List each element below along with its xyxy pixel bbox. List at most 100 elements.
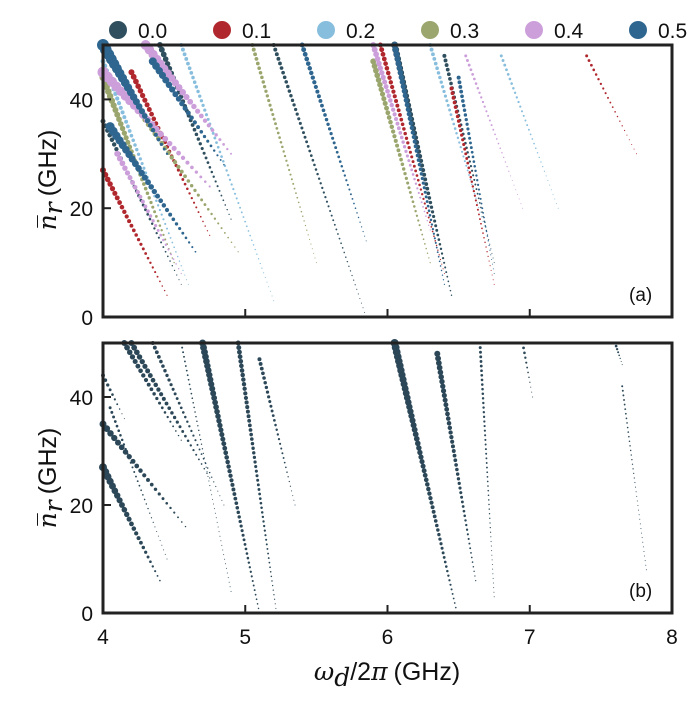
point-a-s2-b3-2 xyxy=(503,63,507,67)
point-b-s0-b1-16 xyxy=(161,497,165,501)
point-a-s3-b3-24 xyxy=(403,172,407,176)
point-b-s0-b7-19 xyxy=(218,427,224,433)
point-a-s5-b1-26 xyxy=(191,246,194,249)
point-b-s0-b6-19 xyxy=(142,494,144,496)
point-a-s5-b3-32 xyxy=(349,193,352,196)
point-b-s0-b11-20 xyxy=(412,431,419,438)
point-a-s4-b2-5 xyxy=(127,175,133,181)
point-a-s2-b1-55 xyxy=(273,300,275,302)
point-a-s0-b4-21 xyxy=(466,151,469,154)
point-b-s0-b8-15 xyxy=(245,409,250,414)
point-b-s0-b16-28 xyxy=(638,514,640,516)
point-a-s1-b2-20 xyxy=(404,136,409,140)
point-a-s0-b1-3 xyxy=(162,56,169,62)
point-a-s1-b0-3 xyxy=(107,181,113,187)
point-a-s2-b1-5 xyxy=(187,66,192,71)
point-a-s4-b1-20 xyxy=(218,138,222,142)
point-a-s5-b1-16 xyxy=(158,198,164,204)
point-b-s0-b12-43 xyxy=(470,551,472,554)
svg-text:n̅r(GHz): n̅r(GHz) xyxy=(33,428,68,529)
point-a-s3-b2-11 xyxy=(265,94,269,98)
point-a-s3-b0-24 xyxy=(143,186,148,191)
point-a-s3-b1-10 xyxy=(169,155,174,160)
point-a-s1-b1-7 xyxy=(144,102,150,108)
ytick-label-a-0: 0 xyxy=(81,307,93,330)
point-b-s0-b11-27 xyxy=(420,463,426,469)
point-b-s0-b7-43 xyxy=(242,538,246,542)
point-a-s5-b3-10 xyxy=(315,89,320,94)
point-a-s3-b2-32 xyxy=(295,192,297,195)
point-a-s2-b1-38 xyxy=(244,220,247,223)
point-b-s0-b16-32 xyxy=(641,532,643,534)
point-a-s2-b0-41 xyxy=(175,251,177,253)
point-a-s1-b1-32 xyxy=(202,220,204,223)
point-a-s2-b3-16 xyxy=(527,128,530,131)
point-a-s2-b1-29 xyxy=(228,178,232,181)
point-b-s0-b11-37 xyxy=(431,509,436,514)
point-b-s0-b8-12 xyxy=(243,395,249,401)
point-a-s0-b3-42 xyxy=(437,238,441,241)
point-a-s3-b2-18 xyxy=(275,126,279,130)
point-b-s0-b13-9 xyxy=(480,383,484,386)
point-b-s0-b11-24 xyxy=(417,449,423,456)
panel-a-ylabel-subscript: r xyxy=(39,200,68,214)
point-a-s1-b2-30 xyxy=(418,183,421,187)
point-b-s0-b9-8 xyxy=(267,395,271,399)
point-b-s0-b12-37 xyxy=(465,523,468,527)
point-a-s0-b4-42 xyxy=(490,248,492,250)
point-a-s2-b1-46 xyxy=(257,258,260,260)
point-b-s0-b1-11 xyxy=(142,473,147,478)
point-a-s2-b1-4 xyxy=(186,61,190,66)
point-b-s0-b14-6 xyxy=(527,371,529,374)
point-b-s0-b4-18 xyxy=(172,425,175,428)
point-a-s3-b1-23 xyxy=(213,217,217,220)
point-a-s0-b3-31 xyxy=(425,186,430,191)
point-b-s0-b10-43 xyxy=(220,540,222,542)
point-a-s3-b2-38 xyxy=(303,220,305,222)
point-b-s0-b2-22 xyxy=(189,444,192,447)
point-a-s3-b3-41 xyxy=(426,252,429,254)
point-a-s4-b1-9 xyxy=(175,84,183,91)
point-a-s2-b2-5 xyxy=(435,66,439,71)
point-a-s5-b4-4 xyxy=(395,60,402,67)
point-a-s2-b3-22 xyxy=(538,156,540,159)
point-a-s0-b2-50 xyxy=(351,274,353,277)
point-b-s0-b7-44 xyxy=(243,542,247,546)
point-a-s3-b3-4 xyxy=(375,77,382,83)
point-b-s0-b0-15 xyxy=(136,536,141,541)
point-b-s0-b12-47 xyxy=(473,570,475,573)
point-a-s5-b2-14 xyxy=(196,125,201,130)
svg-text:n̅r(GHz): n̅r(GHz) xyxy=(33,130,68,231)
point-a-s5-b2-18 xyxy=(209,144,213,148)
point-a-s1-b1-9 xyxy=(149,111,154,117)
point-a-s2-b3-4 xyxy=(506,72,510,76)
point-a-s2-b2-37 xyxy=(480,216,483,218)
point-a-s4-b3-9 xyxy=(383,84,389,90)
point-b-s0-b8-5 xyxy=(239,363,244,369)
point-b-s0-b12-13 xyxy=(445,411,450,417)
point-a-s5-b4-10 xyxy=(401,88,407,94)
point-b-s0-b9-11 xyxy=(270,409,274,413)
point-a-s1-b3-1 xyxy=(450,91,455,96)
point-a-s3-b1-30 xyxy=(237,251,239,253)
point-b-s0-b16-9 xyxy=(626,426,629,429)
point-a-s2-b0-19 xyxy=(135,147,139,152)
point-a-s5-b5-28 xyxy=(481,207,484,210)
point-b-s0-b4-2 xyxy=(126,349,133,356)
point-a-s1-b2-27 xyxy=(414,169,418,173)
point-a-s3-b0-29 xyxy=(153,210,157,214)
point-b-s0-b6-12 xyxy=(129,461,132,464)
point-b-s0-b0-20 xyxy=(149,560,152,564)
point-a-s4-b2-2 xyxy=(119,160,126,167)
point-a-s5-b0-19 xyxy=(153,132,158,137)
point-a-s0-b0-25 xyxy=(157,236,160,239)
point-a-s4-b3-16 xyxy=(394,116,399,122)
point-b-s0-b5-19 xyxy=(190,429,193,433)
point-b-s0-b12-44 xyxy=(470,556,473,559)
point-b-s0-b1-22 xyxy=(184,525,187,528)
point-a-s1-b2-41 xyxy=(433,235,435,238)
point-b-s0-b16-17 xyxy=(631,463,634,465)
point-b-s0-b6-21 xyxy=(145,503,148,505)
point-a-s0-b2-35 xyxy=(327,205,330,208)
point-a-s4-b3-30 xyxy=(414,182,418,185)
